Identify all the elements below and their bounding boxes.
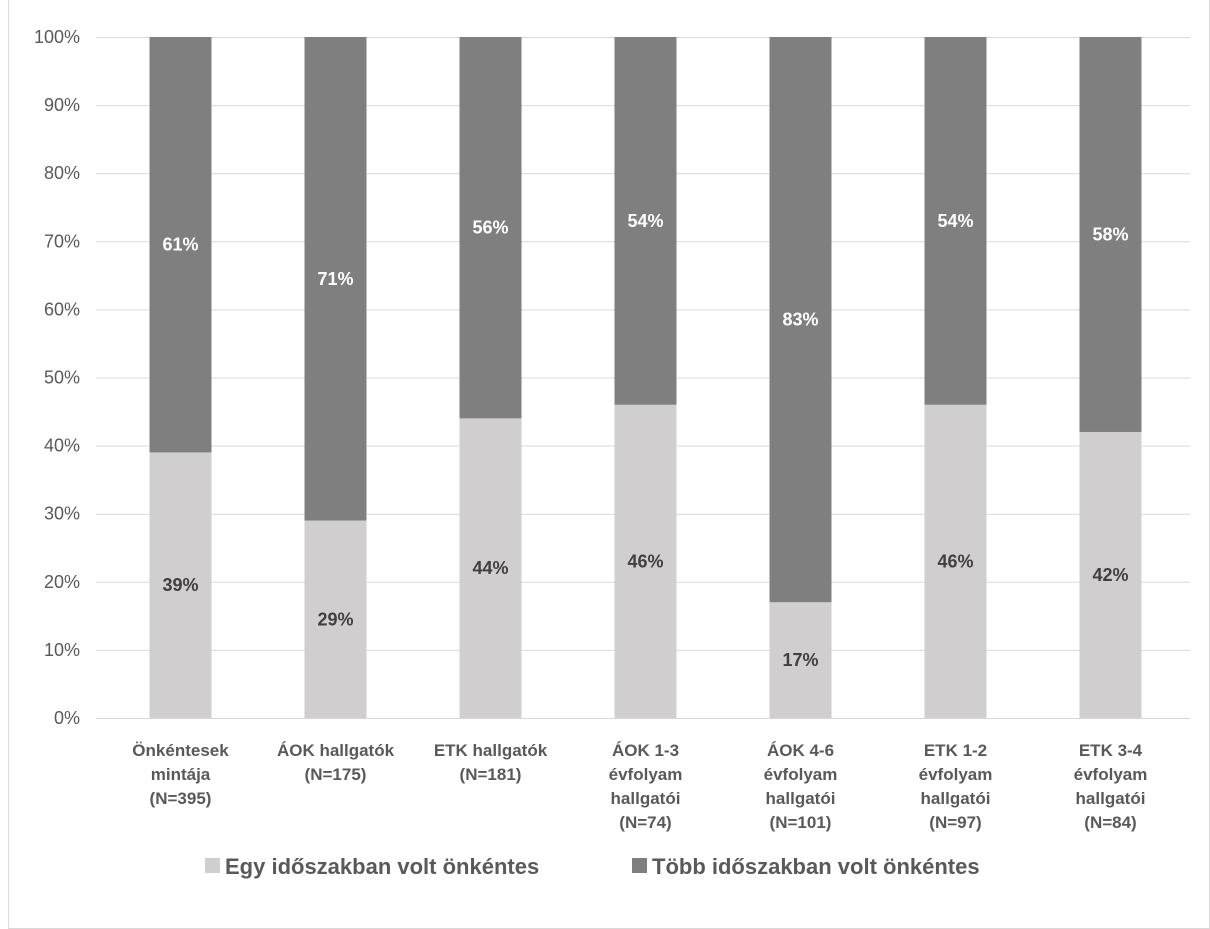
- data-label-series-1-category-3: 54%: [627, 211, 663, 231]
- y-tick-label: 100%: [34, 27, 80, 47]
- category-label-line: (N=84): [1084, 813, 1136, 832]
- y-tick-label: 0%: [54, 708, 80, 728]
- y-tick-label: 90%: [44, 95, 80, 115]
- bar-segment-series-0-category-1: [304, 520, 367, 718]
- legend-label-tobb-idoszakban: Több időszakban volt önkéntes: [652, 854, 980, 879]
- category-label-line: évfolyam: [609, 765, 683, 784]
- bar-segment-series-0-category-0: [149, 452, 212, 718]
- y-tick-label: 50%: [44, 368, 80, 388]
- y-tick-label: 40%: [44, 436, 80, 456]
- y-tick-label: 20%: [44, 572, 80, 592]
- data-label-series-0-category-5: 46%: [937, 551, 973, 571]
- category-label-line: évfolyam: [919, 765, 993, 784]
- legend: Egy időszakban volt önkéntes Több idősza…: [205, 854, 980, 879]
- category-label-line: (N=97): [929, 813, 981, 832]
- category-label-line: ETK 3-4: [1079, 741, 1143, 760]
- bar-segment-series-1-category-4: [769, 37, 832, 603]
- category-label-line: ETK 1-2: [924, 741, 987, 760]
- category-label-line: (N=74): [619, 813, 671, 832]
- y-axis-tick-labels: 0% 10% 20% 30% 40% 50% 60% 70% 80% 90% 100%: [34, 27, 80, 728]
- bar-segment-series-1-category-5: [924, 37, 987, 405]
- legend-swatch-egy-idoszakban: [205, 858, 220, 873]
- category-label-line: ÁOK hallgatók: [277, 741, 395, 760]
- bar-segment-series-1-category-1: [304, 37, 367, 521]
- data-label-series-0-category-4: 17%: [782, 650, 818, 670]
- legend-label-egy-idoszakban: Egy időszakban volt önkéntes: [225, 854, 539, 879]
- category-label-line: ÁOK 4-6: [767, 741, 834, 760]
- bar-segment-series-0-category-6: [1079, 431, 1142, 718]
- category-label-line: mintája: [151, 765, 211, 784]
- x-axis-category-labels: Önkéntesek mintája (N=395) ÁOK hallgatók (N=…: [132, 741, 1147, 832]
- bar-segment-series-0-category-2: [459, 418, 522, 718]
- data-label-series-1-category-2: 56%: [472, 218, 508, 238]
- bar-segment-series-1-category-2: [459, 37, 522, 419]
- category-label-line: hallgatói: [611, 789, 681, 808]
- category-label-line: (N=175): [305, 765, 367, 784]
- bar-segment-series-0-category-4: [769, 602, 832, 718]
- category-label-line: évfolyam: [764, 765, 838, 784]
- data-labels: 39% 61% 29% 71% 44% 56% 46% 54% 17% 83% 46% 54% 42% 5…: [162, 211, 1128, 670]
- y-tick-label: 10%: [44, 640, 80, 660]
- bar-segment-series-1-category-3: [614, 37, 677, 405]
- data-label-series-0-category-2: 44%: [472, 558, 508, 578]
- bars: [149, 37, 1142, 718]
- category-label-line: (N=395): [150, 789, 212, 808]
- bar-segment-series-0-category-3: [614, 404, 677, 718]
- category-label-line: évfolyam: [1074, 765, 1148, 784]
- category-label-line: hallgatói: [921, 789, 991, 808]
- bar-segment-series-0-category-5: [924, 404, 987, 718]
- y-tick-label: 70%: [44, 231, 80, 251]
- category-label-line: hallgatói: [1076, 789, 1146, 808]
- y-tick-label: 30%: [44, 504, 80, 524]
- legend-swatch-tobb-idoszakban: [632, 858, 647, 873]
- data-label-series-0-category-6: 42%: [1092, 565, 1128, 585]
- bar-segment-series-1-category-6: [1079, 37, 1142, 432]
- category-label-line: ETK hallgatók: [434, 741, 548, 760]
- category-label-line: ÁOK 1-3: [612, 741, 679, 760]
- y-tick-label: 60%: [44, 299, 80, 319]
- data-label-series-0-category-1: 29%: [317, 609, 353, 629]
- data-label-series-0-category-0: 39%: [162, 575, 198, 595]
- bar-segment-series-1-category-0: [149, 37, 212, 453]
- category-label-line: (N=181): [460, 765, 522, 784]
- category-label-line: (N=101): [770, 813, 832, 832]
- y-tick-label: 80%: [44, 163, 80, 183]
- data-label-series-0-category-3: 46%: [627, 551, 663, 571]
- data-label-series-1-category-4: 83%: [782, 310, 818, 330]
- category-label-line: hallgatói: [766, 789, 836, 808]
- data-label-series-1-category-0: 61%: [162, 235, 198, 255]
- data-label-series-1-category-1: 71%: [317, 269, 353, 289]
- data-label-series-1-category-5: 54%: [937, 211, 973, 231]
- category-label-line: Önkéntesek: [132, 741, 229, 760]
- data-label-series-1-category-6: 58%: [1092, 224, 1128, 244]
